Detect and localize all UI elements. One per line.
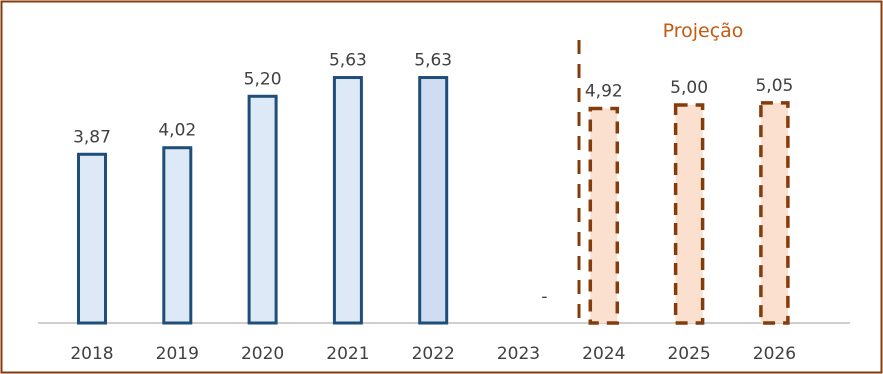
bar-2021 — [332, 76, 363, 325]
bars-group — [77, 76, 790, 325]
value-label-2022: 5,63 — [414, 51, 452, 71]
value-labels-group: 3,87 4,02 5,20 5,63 5,63 - 4,92 5,00 5,05 — [73, 51, 793, 307]
bar-2024 — [588, 106, 620, 325]
x-tick-2018: 2018 — [70, 344, 113, 364]
x-tick-2025: 2025 — [667, 344, 710, 364]
projection-label: Projeção — [663, 20, 744, 42]
value-label-2025: 5,00 — [670, 78, 708, 98]
bar-2018 — [77, 152, 107, 325]
value-label-2021: 5,63 — [329, 51, 367, 71]
x-tick-2022: 2022 — [412, 344, 455, 364]
value-label-2023: - — [541, 287, 547, 307]
bar-2019 — [162, 146, 193, 325]
x-tick-2026: 2026 — [753, 344, 796, 364]
x-tick-2021: 2021 — [326, 344, 369, 364]
x-tick-labels-group: 2018 2019 2020 2021 2022 2023 2024 2025 2026 — [70, 344, 796, 364]
value-label-2024: 4,92 — [585, 81, 623, 101]
bar-2026 — [759, 101, 790, 325]
x-tick-2024: 2024 — [582, 344, 625, 364]
bar-2020 — [247, 94, 278, 325]
value-label-2018: 3,87 — [73, 127, 111, 147]
value-label-2019: 4,02 — [158, 121, 196, 141]
value-label-2026: 5,05 — [755, 76, 793, 96]
value-label-2020: 5,20 — [244, 69, 282, 89]
bar-2022 — [418, 76, 449, 325]
x-tick-2020: 2020 — [241, 344, 284, 364]
x-tick-2023: 2023 — [497, 344, 540, 364]
x-tick-2019: 2019 — [156, 344, 199, 364]
bar-2025 — [673, 103, 705, 325]
